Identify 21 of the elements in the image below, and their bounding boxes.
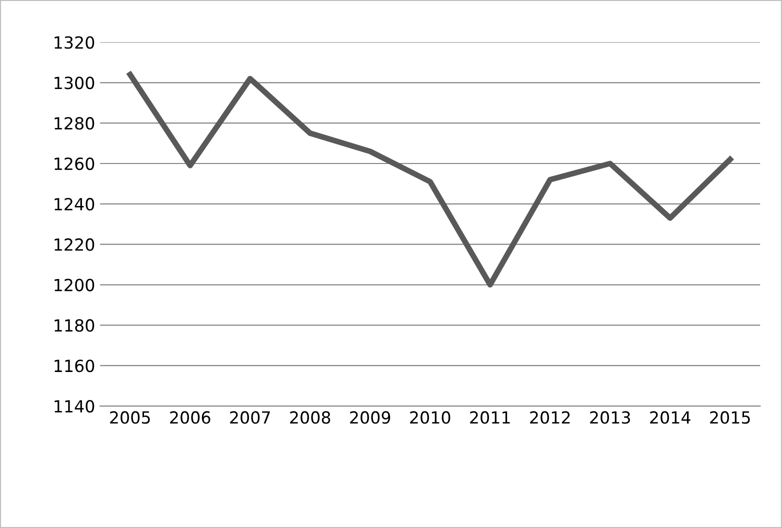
y-tick-label: 1260 bbox=[54, 157, 94, 170]
x-tick-label: 2006 bbox=[170, 411, 210, 424]
y-tick-label: 1200 bbox=[54, 278, 94, 292]
y-tick-label: 1180 bbox=[54, 319, 94, 332]
y-tick-label: 1320 bbox=[54, 36, 94, 49]
x-tick-label: 2015 bbox=[710, 411, 750, 424]
y-tick-label: 1240 bbox=[54, 198, 94, 210]
x-tick-label: 2007 bbox=[230, 411, 270, 424]
y-tick-label: 1280 bbox=[54, 117, 94, 130]
y-tick-label: 1140 bbox=[54, 400, 94, 413]
x-tick-label: 2005 bbox=[110, 411, 150, 424]
x-tick-label: 2010 bbox=[410, 411, 450, 424]
x-tick-label: 2013 bbox=[590, 411, 630, 424]
x-tick-label: 2008 bbox=[290, 411, 330, 424]
y-tick-label: 1300 bbox=[54, 76, 94, 90]
x-tick-label: 2011 bbox=[470, 411, 510, 424]
x-tick-label: 2014 bbox=[650, 411, 690, 424]
y-tick-label: 1220 bbox=[54, 238, 94, 251]
x-tick-label: 2009 bbox=[350, 411, 390, 424]
y-tick-label: 1160 bbox=[54, 360, 94, 372]
x-tick-label: 2012 bbox=[530, 411, 570, 424]
